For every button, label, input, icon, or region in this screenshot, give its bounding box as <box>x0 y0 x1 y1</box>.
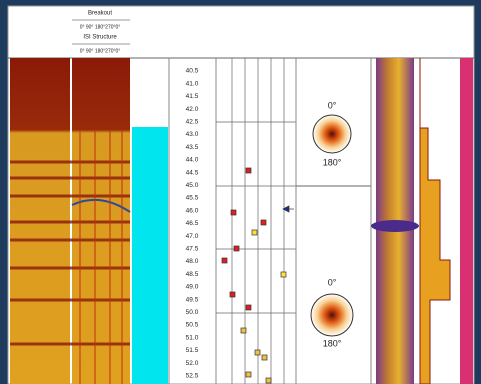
header-title: Breakout <box>88 11 112 17</box>
sinusoid <box>71 198 131 213</box>
stereo-label: 0° <box>328 100 337 110</box>
depth-label: 45.5 <box>186 195 199 202</box>
header-scale: 0° 90° 180°270°0° <box>80 24 121 30</box>
header-scale: 0° 90° 180°270°0° <box>80 48 121 54</box>
depth-label: 42.0 <box>186 106 199 113</box>
depth-label: 41.0 <box>186 80 199 87</box>
depth-label: 49.5 <box>186 296 199 303</box>
depth-label: 50.0 <box>186 309 199 316</box>
depth-label: 43.5 <box>186 144 199 151</box>
stereo-label: 180° <box>323 338 342 348</box>
stereonet <box>310 293 354 337</box>
tadpoles <box>221 167 294 384</box>
pink-track <box>460 58 473 384</box>
depth-label: 52.5 <box>186 373 199 380</box>
depth-label: 45.0 <box>186 182 199 189</box>
depth-label: 47.5 <box>186 246 199 253</box>
depth-label: 50.5 <box>186 322 199 329</box>
header-title: ISI Structure <box>83 35 117 41</box>
depth-labels: 40.5 41.0 41.5 42.0 42.5 43.0 43.5 44.0 44.5 45.0… <box>186 68 199 380</box>
depth-label: 49.0 <box>186 284 199 291</box>
depth-label: 48.0 <box>186 258 199 265</box>
depth-label: 46.5 <box>186 220 199 227</box>
breakout-lines <box>79 130 123 384</box>
stereo-label: 180° <box>323 157 342 167</box>
log-feature <box>371 220 419 232</box>
depth-label: 42.5 <box>186 119 199 126</box>
depth-label: 44.5 <box>186 169 199 176</box>
cyan-track <box>132 127 168 384</box>
depth-label: 47.0 <box>186 233 199 240</box>
depth-label: 43.0 <box>186 131 199 138</box>
stereo-label: 0° <box>328 277 337 287</box>
depth-label: 52.0 <box>186 360 199 367</box>
depth-label: 46.0 <box>186 207 199 214</box>
depth-label: 51.5 <box>186 347 199 354</box>
stereonet <box>312 114 352 154</box>
depth-label: 51.0 <box>186 334 199 341</box>
tadpole-grid <box>216 58 296 384</box>
curve <box>419 58 451 384</box>
depth-label: 40.5 <box>186 68 199 75</box>
depth-label: 44.0 <box>186 157 199 164</box>
depth-label: 41.5 <box>186 93 199 100</box>
depth-label: 48.5 <box>186 271 199 278</box>
